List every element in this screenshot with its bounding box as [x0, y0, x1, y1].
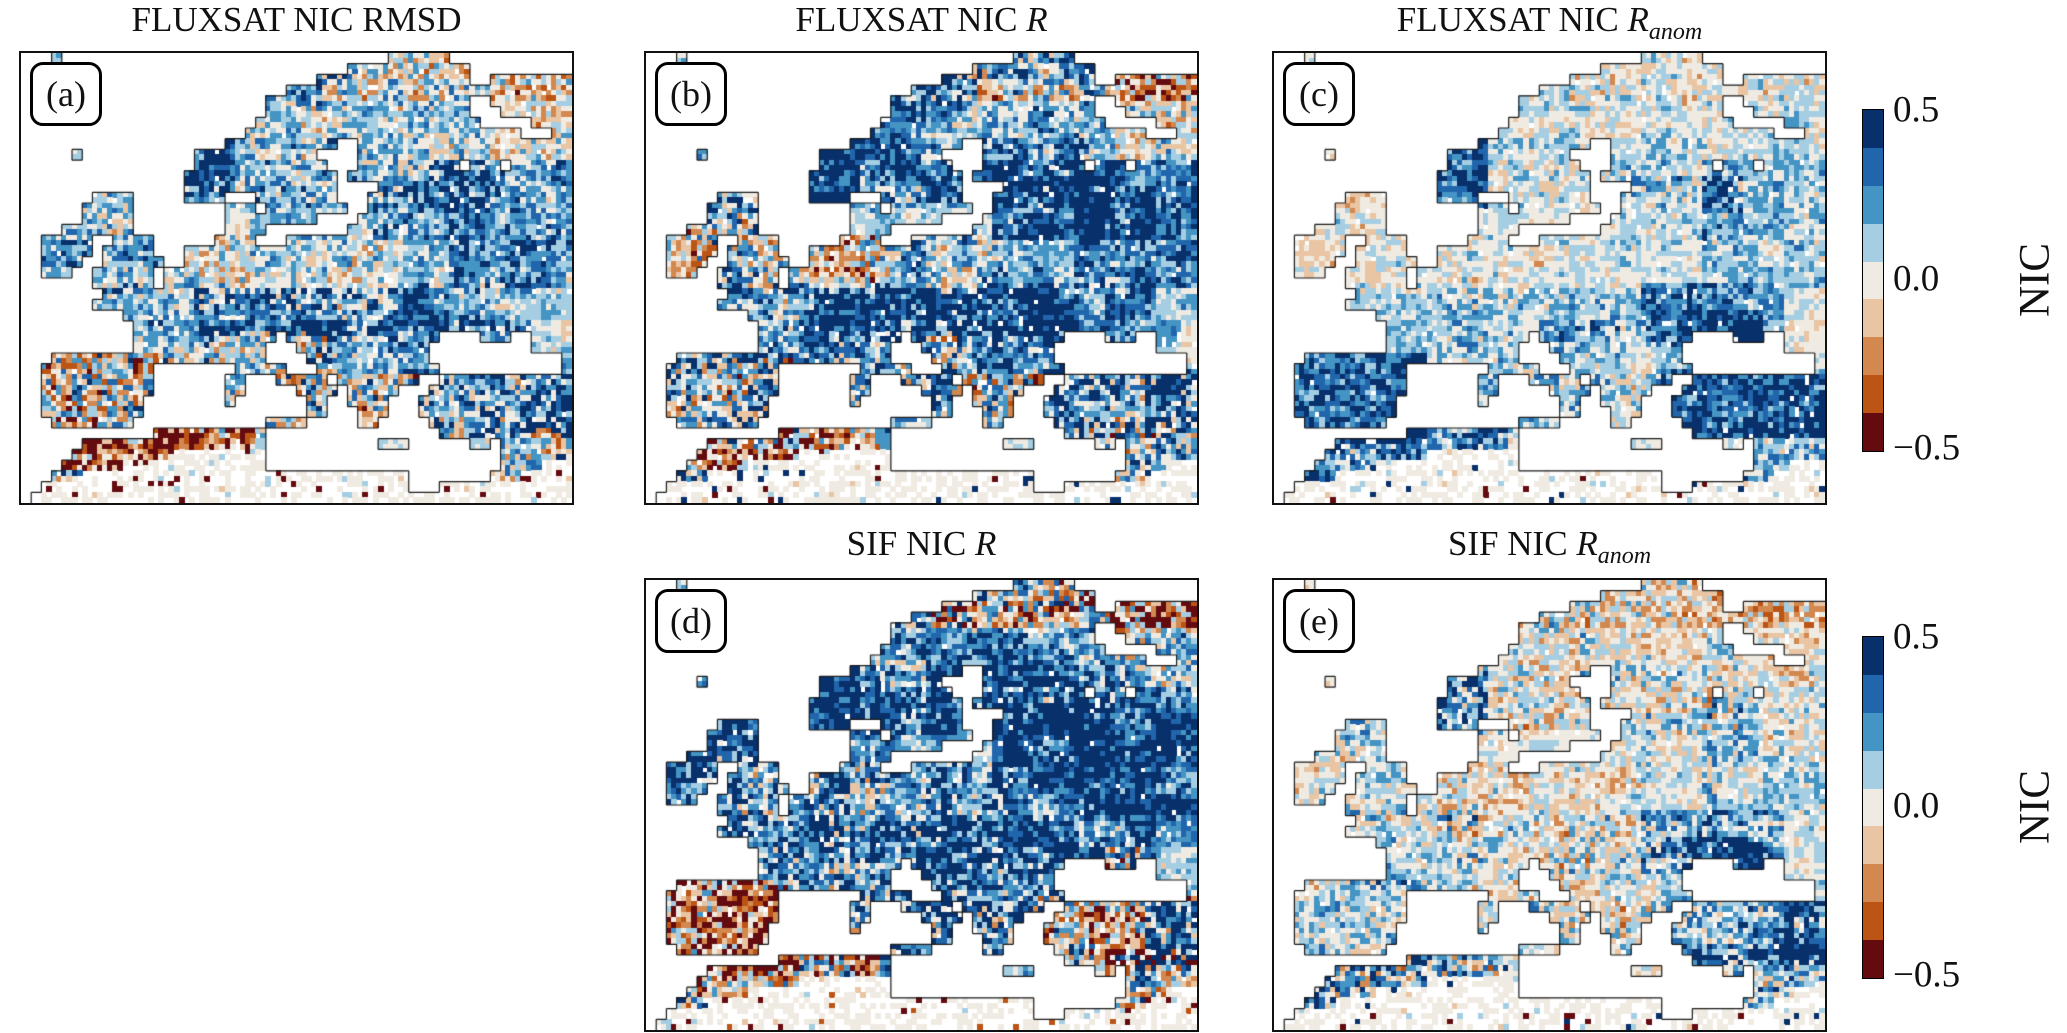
map-canvas-e	[1274, 580, 1825, 1030]
colorbar-tick-bottom: −0.5	[1893, 427, 1961, 469]
panel-label-c: (c)	[1283, 62, 1355, 126]
colorbar-segment	[1863, 185, 1883, 224]
colorbar-tick-zero: 0.0	[1893, 258, 1940, 300]
title-text: SIF NIC	[846, 524, 975, 563]
panel-title-b: FLUXSAT NIC R	[644, 0, 1199, 44]
panel-label-e: (e)	[1283, 589, 1355, 653]
colorbar-bottom	[1862, 636, 1884, 979]
map-panel-e: (e)	[1272, 578, 1827, 1032]
panel-label-a: (a)	[30, 62, 102, 126]
panel-title-e: SIF NIC Ranom	[1272, 524, 1827, 569]
panel-label-d: (d)	[655, 589, 727, 653]
colorbar-segment	[1863, 940, 1883, 979]
colorbar-segment	[1863, 826, 1883, 865]
title-text: FLUXSAT NIC	[1396, 0, 1628, 39]
map-canvas-d	[646, 580, 1197, 1030]
map-canvas-a	[21, 53, 572, 503]
colorbar-axis-label: NIC	[2011, 242, 2059, 318]
map-panel-c: (c)	[1272, 51, 1827, 505]
map-panel-b: (b)	[644, 51, 1199, 505]
colorbar-segment	[1863, 750, 1883, 789]
map-panel-d: (d)	[644, 578, 1199, 1032]
map-canvas-c	[1274, 53, 1825, 503]
colorbar-top	[1862, 109, 1884, 452]
colorbar-segment	[1863, 864, 1883, 903]
colorbar-axis-label: NIC	[2011, 769, 2059, 845]
colorbar-segment	[1863, 674, 1883, 713]
panel-title-c: FLUXSAT NIC Ranom	[1272, 0, 1827, 45]
colorbar-segment	[1863, 223, 1883, 262]
map-canvas-b	[646, 53, 1197, 503]
colorbar-segment	[1863, 337, 1883, 376]
colorbar-tick-top: 0.5	[1893, 616, 1940, 658]
title-math: R	[1627, 0, 1649, 39]
title-math: R	[1576, 524, 1598, 563]
title-text: SIF NIC	[1447, 524, 1577, 563]
title-subscript: anom	[1597, 543, 1652, 569]
title-text: FLUXSAT NIC RMSD	[131, 0, 462, 39]
colorbar-segment	[1863, 637, 1883, 675]
title-math: R	[1026, 0, 1048, 39]
panel-title-a: FLUXSAT NIC RMSD	[19, 0, 574, 44]
colorbar-segment	[1863, 147, 1883, 186]
colorbar-tick-top: 0.5	[1893, 89, 1940, 131]
colorbar-segment	[1863, 788, 1883, 827]
map-panel-a: (a)	[19, 51, 574, 505]
colorbar-segment	[1863, 413, 1883, 452]
colorbar-segment	[1863, 299, 1883, 338]
colorbar-segment	[1863, 375, 1883, 414]
title-text: FLUXSAT NIC	[795, 0, 1027, 39]
colorbar-segment	[1863, 261, 1883, 300]
colorbar-tick-zero: 0.0	[1893, 785, 1940, 827]
title-math: R	[974, 524, 997, 563]
colorbar-tick-bottom: −0.5	[1893, 954, 1961, 996]
colorbar-segment	[1863, 110, 1883, 148]
colorbar-segment	[1863, 902, 1883, 941]
panel-title-d: SIF NIC R	[644, 524, 1199, 568]
panel-label-b: (b)	[655, 62, 727, 126]
colorbar-segment	[1863, 712, 1883, 751]
title-subscript: anom	[1648, 19, 1703, 45]
